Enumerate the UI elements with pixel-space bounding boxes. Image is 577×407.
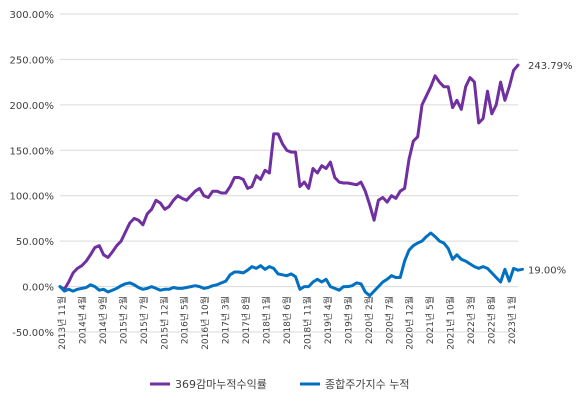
y-tick-label: -50.00% [12, 328, 54, 339]
y-tick-label: 300.00% [10, 10, 55, 21]
x-tick-label: 2016년 5월 [179, 296, 191, 344]
x-tick-label: 2018년 11월 [301, 296, 313, 350]
x-tick-label: 2019년 9월 [342, 296, 354, 344]
x-tick-label: 2017년 3월 [220, 296, 232, 344]
x-tick-label: 2013년 11월 [56, 296, 68, 350]
x-tick-label: 2015년 12월 [158, 296, 170, 350]
x-tick-label: 2022년 3월 [465, 296, 477, 344]
x-tick-label: 2016년 10월 [199, 296, 211, 350]
y-tick-label: 150.00% [10, 146, 55, 157]
x-tick-label: 2015년 2월 [117, 296, 129, 344]
y-tick-label: 0.00% [22, 283, 54, 294]
x-tick-label: 2020년 7월 [383, 296, 395, 344]
series-end-labels: 243.79% 19.00% [528, 61, 573, 276]
x-tick-label: 2020년 12월 [404, 296, 416, 350]
y-tick-label: 50.00% [16, 237, 54, 248]
series-end-label-1: 243.79% [528, 61, 573, 72]
y-tick-label: 200.00% [10, 101, 55, 112]
x-tick-label: 2023년 1월 [506, 296, 518, 344]
series-line-2 [58, 231, 524, 298]
legend-label-1: 369감마누적수익률 [175, 378, 267, 391]
legend: 369감마누적수익률 종합주가지수 누적 [150, 378, 409, 391]
x-tick-label: 2014년 4월 [76, 296, 88, 344]
x-tick-label: 2021년 10월 [445, 296, 457, 350]
x-tick-label: 2020년 2월 [363, 296, 375, 344]
series-lines [58, 63, 524, 298]
y-tick-label: 100.00% [10, 192, 55, 203]
legend-label-2: 종합주가지수 누적 [325, 378, 409, 391]
series-end-label-2: 19.00% [528, 265, 566, 276]
x-tick-label: 2019년 4월 [322, 296, 334, 344]
x-tick-label: 2021년 5월 [424, 296, 436, 344]
x-tick-label: 2018년 6월 [281, 296, 293, 344]
x-tick-label: 2014년 9월 [97, 296, 109, 344]
x-tick-label: 2022년 8월 [486, 296, 498, 344]
x-tick-label: 2015년 7월 [138, 296, 150, 344]
series-line-1 [58, 63, 520, 291]
y-axis-tick-labels: -50.00% 0.00% 50.00% 100.00% 150.00% 200.00% 2… [10, 10, 55, 339]
x-axis-tick-labels: 2013년 11월 2014년 4월 2014년 9월 2015년 2월 2015년 7… [56, 296, 518, 350]
y-tick-label: 250.00% [10, 55, 55, 66]
x-tick-label: 2018년 1월 [261, 296, 273, 344]
x-tick-label: 2017년 8월 [240, 296, 252, 344]
